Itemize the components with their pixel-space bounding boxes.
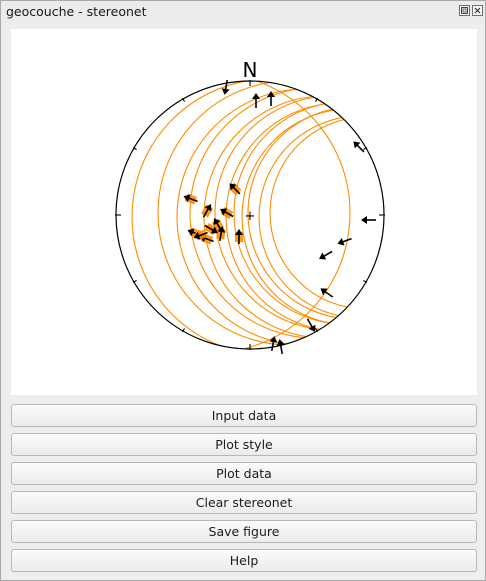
arrow-head — [319, 252, 327, 260]
tick-mark — [315, 97, 318, 102]
plot-style-button[interactable]: Plot style — [11, 433, 477, 456]
center-marker: + — [245, 209, 256, 224]
tick-mark — [132, 280, 137, 283]
save-figure-button[interactable]: Save figure — [11, 520, 477, 543]
arrow-head — [204, 204, 212, 212]
stereonet-plot: N + — [115, 58, 385, 355]
arrow-head — [269, 336, 278, 343]
arrow-marker — [221, 79, 230, 95]
primitive-ticks — [115, 80, 385, 350]
great-circles — [116, 81, 384, 349]
arrow-head — [193, 231, 201, 240]
arrow-head — [267, 91, 275, 97]
arrow-head — [229, 183, 237, 191]
input-data-button[interactable]: Input data — [11, 404, 477, 427]
arrow-marker — [183, 193, 198, 205]
great-circle — [247, 106, 384, 320]
plot-data-button[interactable]: Plot data — [11, 462, 477, 485]
tick-mark — [363, 280, 368, 283]
arrow-head — [183, 194, 191, 203]
arrow-marker — [276, 339, 285, 355]
arrow-head — [221, 88, 230, 95]
arrow-marker — [353, 141, 365, 153]
arrow-head — [217, 226, 226, 233]
arrow-marker — [361, 216, 376, 224]
great-circle — [157, 81, 384, 346]
arrow-marker — [269, 336, 278, 352]
arrow-head — [353, 141, 361, 149]
stereonet-canvas: N + — [11, 29, 477, 395]
arrow-marker — [252, 93, 260, 108]
arrow-head — [361, 216, 367, 224]
arrow-head — [220, 208, 228, 216]
arrow-marker — [193, 229, 208, 241]
great-circle — [269, 116, 384, 310]
arrow-marker — [235, 229, 243, 244]
arrow-head — [308, 324, 316, 332]
tick-mark — [182, 328, 185, 333]
arrow-marker — [337, 237, 352, 246]
arrow-head — [210, 226, 218, 234]
title-bar: geocouche - stereonet — [1, 1, 485, 23]
great-circle — [225, 102, 384, 332]
tick-mark — [182, 97, 185, 102]
arrow-marker — [228, 182, 242, 196]
tick-mark — [363, 147, 368, 150]
clear-stereonet-button[interactable]: Clear stereonet — [11, 491, 477, 514]
arrow-head — [235, 229, 243, 235]
arrow-markers — [183, 79, 376, 355]
great-circle — [258, 115, 384, 319]
arrow-head — [213, 218, 221, 226]
arrow-head — [276, 339, 285, 346]
arrow-marker — [306, 318, 316, 332]
arrow-marker — [220, 207, 234, 219]
arrow-head — [187, 228, 195, 237]
tick-mark — [132, 147, 137, 150]
arrow-marker — [319, 250, 333, 260]
arrow-marker — [320, 288, 334, 298]
float-icon[interactable] — [459, 5, 470, 16]
arrow-head — [320, 288, 328, 296]
great-circle — [233, 101, 384, 325]
tick-mark — [315, 328, 318, 333]
great-circle — [131, 81, 384, 349]
arrow-marker — [216, 226, 226, 242]
arrow-head — [337, 237, 345, 246]
north-label: N — [243, 58, 258, 82]
close-icon[interactable] — [472, 5, 483, 16]
arrow-marker — [267, 91, 275, 106]
great-circle — [116, 81, 351, 349]
arrow-marker — [201, 204, 213, 218]
window-title: geocouche - stereonet — [6, 4, 147, 19]
arrow-marker — [204, 223, 218, 235]
arrow-head — [252, 93, 260, 99]
help-button[interactable]: Help — [11, 549, 477, 572]
